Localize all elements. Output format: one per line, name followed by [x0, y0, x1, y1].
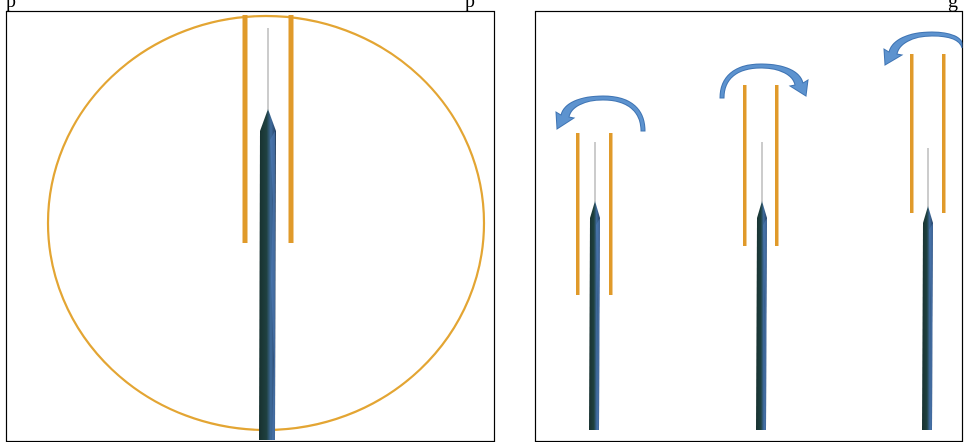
- rod-left: [576, 133, 580, 295]
- curved-rotation-arrow-icon: [883, 31, 963, 66]
- sequence-panel: [534, 10, 964, 442]
- needle-icon: [922, 206, 933, 430]
- curved-rotation-arrow-icon: [555, 95, 646, 132]
- sequence-step-3: [883, 31, 963, 430]
- sequence-step-1: [555, 95, 646, 430]
- sequence-step-2: [719, 63, 809, 430]
- needle-icon: [589, 201, 600, 430]
- left-panel-frame: [5, 10, 496, 442]
- rod-left: [242, 15, 248, 243]
- clipped-caption-middle: p: [465, 0, 475, 12]
- curved-rotation-arrow-icon: [719, 63, 809, 99]
- needle-icon: [259, 109, 276, 440]
- magnified-view-panel: [5, 10, 496, 442]
- rod-left: [910, 54, 914, 213]
- clipped-caption-right: g: [948, 0, 958, 12]
- rod-right: [775, 85, 779, 246]
- rod-left: [743, 85, 747, 246]
- rod-right: [288, 15, 294, 243]
- rod-right: [609, 133, 613, 295]
- rod-right: [942, 54, 946, 213]
- needle-icon: [756, 201, 767, 430]
- clipped-caption-left: p: [6, 0, 16, 12]
